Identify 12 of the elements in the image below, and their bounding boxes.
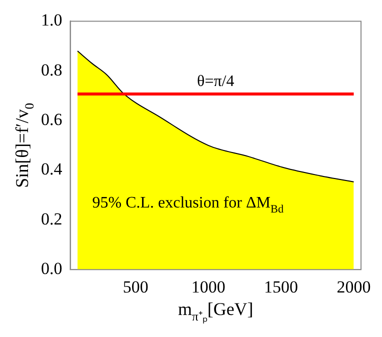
x-tick-label: 500 — [122, 277, 148, 296]
y-tick-label: 1.0 — [41, 10, 62, 30]
y-tick-label: 0.6 — [41, 110, 62, 130]
y-axis-title: Sin[θ]=f′/v0 — [12, 102, 36, 188]
x-tick-label: 2000 — [336, 277, 371, 296]
series-label: θ=π/4 — [197, 72, 234, 90]
x-tick-label: 1000 — [191, 277, 226, 296]
y-tick-label: 0.2 — [41, 209, 62, 228]
y-tick-label: 0.4 — [41, 160, 63, 179]
x-tick-label: 1500 — [264, 277, 298, 296]
y-tick-label: 0.8 — [41, 60, 62, 80]
y-tick-label: 0.0 — [41, 259, 62, 278]
